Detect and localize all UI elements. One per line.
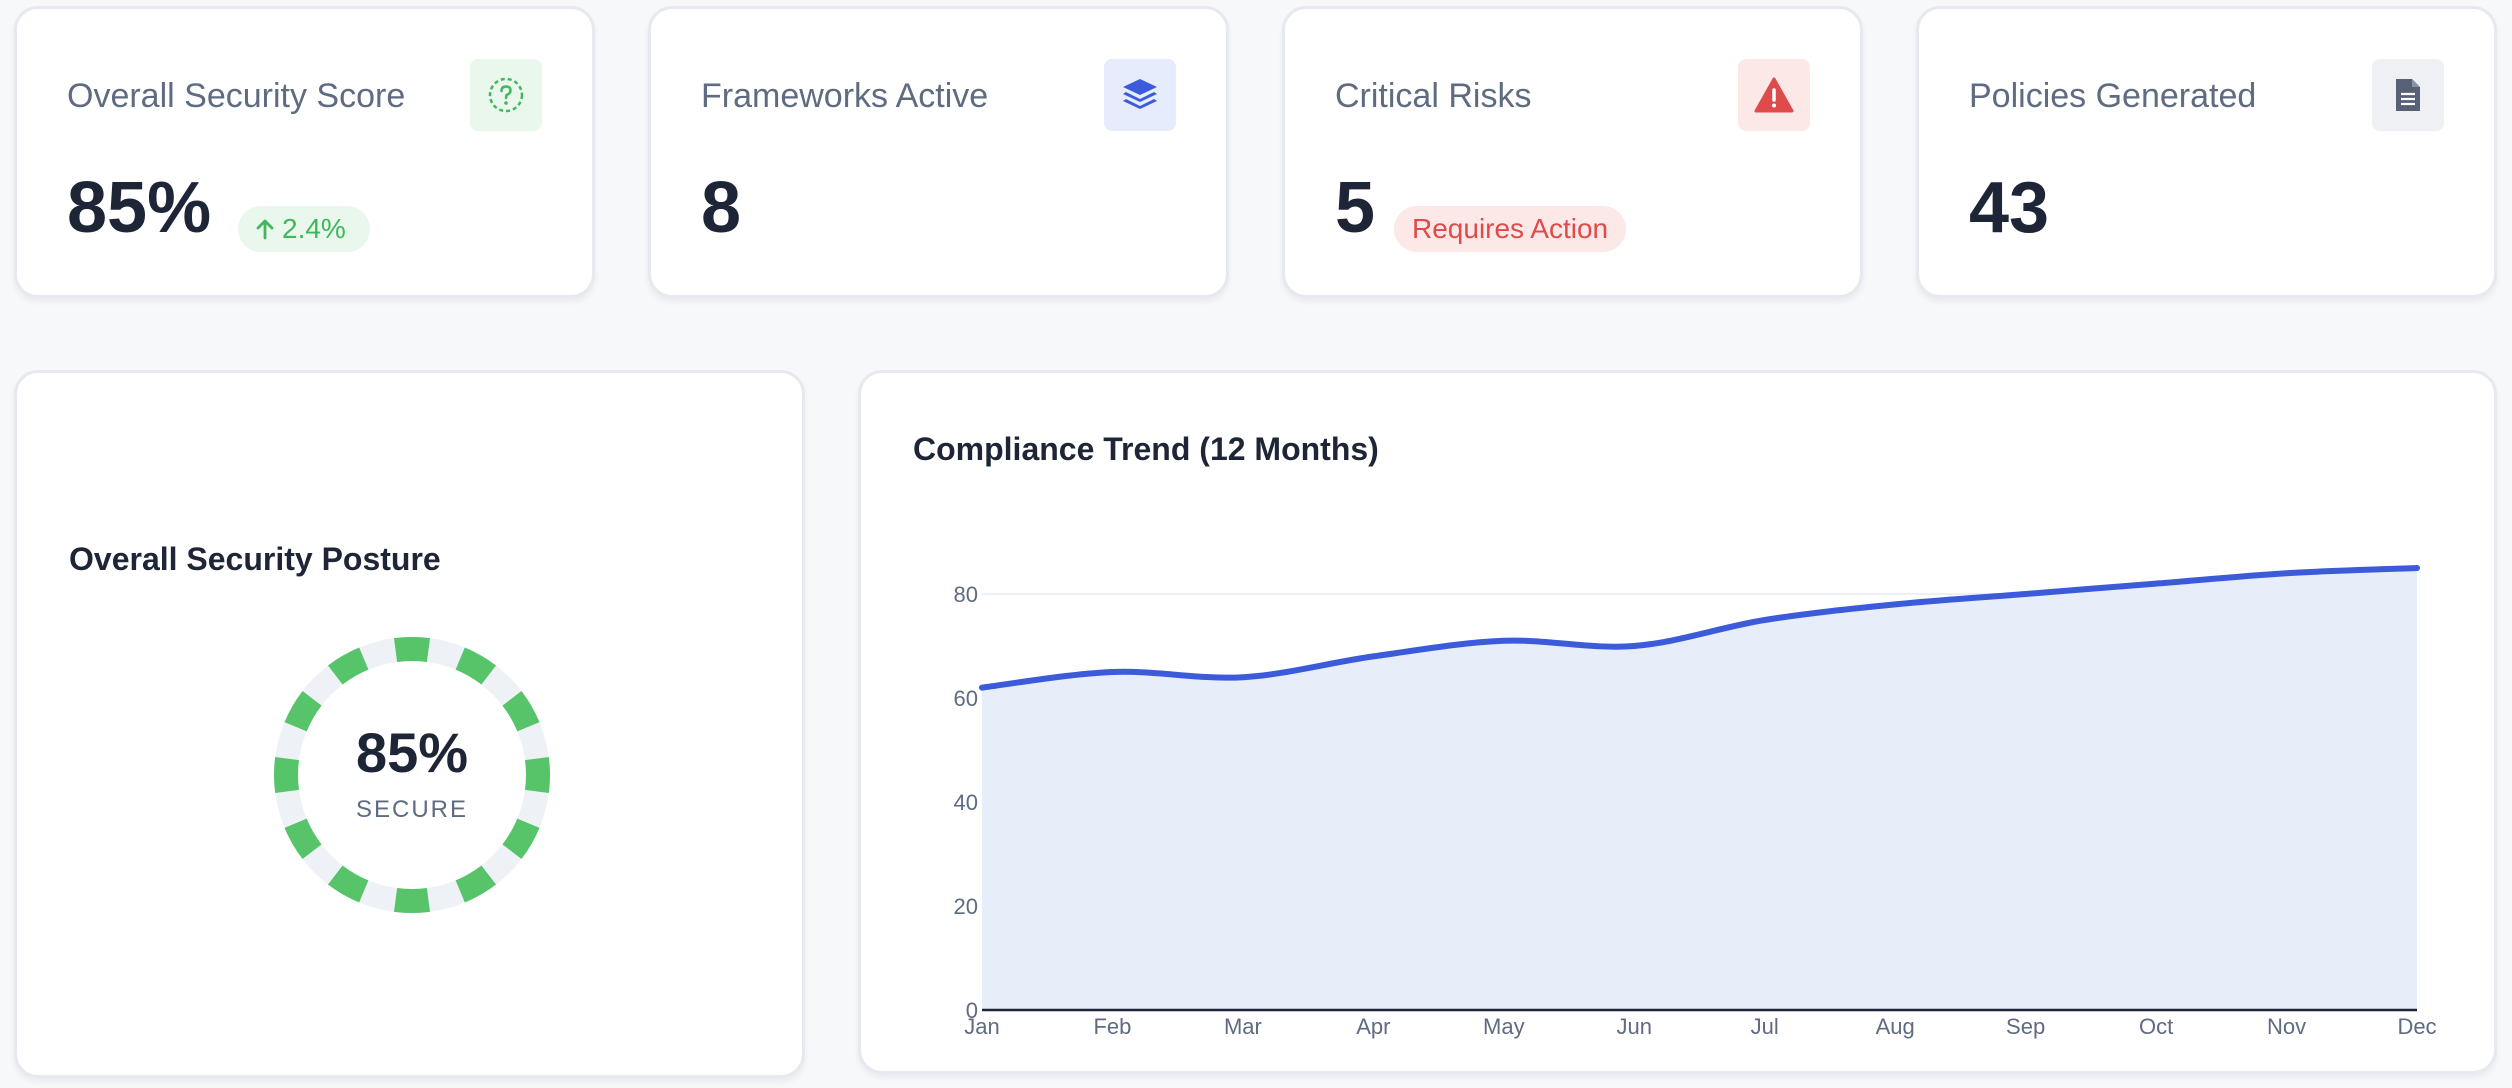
chart-title: Compliance Trend (12 Months) bbox=[913, 431, 1379, 467]
y-tick-label: 80 bbox=[954, 582, 978, 607]
stat-value: 5 bbox=[1335, 168, 1376, 248]
x-tick-label: Feb bbox=[1093, 1014, 1131, 1039]
gauge-segment bbox=[455, 647, 497, 685]
stat-card-policies: Policies Generated 43 bbox=[1916, 6, 2497, 298]
section-title: Overall Security Posture bbox=[69, 541, 441, 577]
gauge-segment bbox=[284, 690, 322, 732]
x-tick-label: May bbox=[1483, 1014, 1525, 1039]
x-tick-label: Oct bbox=[2139, 1014, 2173, 1039]
x-tick-label: Mar bbox=[1224, 1014, 1262, 1039]
gauge-segment bbox=[274, 756, 300, 794]
trend-badge-text: 2.4% bbox=[282, 213, 346, 244]
gauge-segment bbox=[524, 756, 550, 794]
security-gauge bbox=[274, 637, 550, 913]
y-tick-label: 0 bbox=[966, 998, 978, 1023]
gauge-segment bbox=[393, 637, 431, 663]
gauge-segment bbox=[284, 818, 322, 860]
y-tick-label: 20 bbox=[954, 894, 978, 919]
x-tick-label: Aug bbox=[1876, 1014, 1915, 1039]
stat-card-frameworks: Frameworks Active 8 bbox=[648, 6, 1229, 298]
stat-card-critical-risks: Critical Risks 5 Requires Action bbox=[1282, 6, 1863, 298]
gauge-value: 85% bbox=[355, 721, 469, 784]
compliance-trend-chart: 0 20 40 60 80 Jan Feb Mar Apr May Jun Jul Aug Sep Oct… bbox=[954, 565, 2437, 1039]
stat-label: Overall Security Score bbox=[67, 77, 406, 115]
x-tick-label: Sep bbox=[2006, 1014, 2045, 1039]
layers-icon bbox=[1104, 59, 1176, 131]
x-tick-label: Dec bbox=[2397, 1014, 2436, 1039]
gauge-caption: SECURE bbox=[355, 796, 469, 823]
stat-card-security-score: Overall Security Score 85% 2.4% bbox=[14, 6, 595, 298]
gauge-segment bbox=[502, 818, 540, 860]
chart-area-fill bbox=[982, 568, 2417, 1010]
x-tick-label: Jan bbox=[964, 1014, 999, 1039]
stat-value: 43 bbox=[1969, 168, 2050, 248]
y-tick-label: 40 bbox=[954, 790, 978, 815]
question-circle-icon bbox=[470, 59, 542, 131]
chart-series-line bbox=[979, 565, 2420, 691]
compliance-trend-card: Compliance Trend (12 Months) 0 20 40 60 80 J… bbox=[858, 370, 2497, 1074]
x-tick-label: Nov bbox=[2267, 1014, 2306, 1039]
warning-icon bbox=[1738, 59, 1810, 131]
gauge-segment bbox=[393, 887, 431, 913]
gauge-segment bbox=[502, 690, 540, 732]
document-icon bbox=[2372, 59, 2444, 131]
stat-value: 85% bbox=[67, 168, 212, 248]
stat-label: Frameworks Active bbox=[701, 77, 989, 115]
y-tick-label: 60 bbox=[954, 686, 978, 711]
trend-badge: 2.4% bbox=[238, 206, 370, 252]
x-tick-label: Jun bbox=[1617, 1014, 1652, 1039]
gauge-segment bbox=[327, 865, 369, 903]
status-badge: Requires Action bbox=[1394, 206, 1627, 252]
x-tick-label: Apr bbox=[1356, 1014, 1390, 1039]
arrow-up-icon bbox=[256, 219, 274, 240]
x-tick-label: Jul bbox=[1751, 1014, 1779, 1039]
stat-value: 8 bbox=[701, 168, 742, 248]
stat-label: Policies Generated bbox=[1969, 77, 2257, 115]
security-posture-card: Overall Security Posture 85% SECURE bbox=[14, 370, 805, 1078]
gauge-segment bbox=[327, 647, 369, 685]
stat-label: Critical Risks bbox=[1335, 77, 1532, 115]
gauge-segment bbox=[455, 865, 497, 903]
